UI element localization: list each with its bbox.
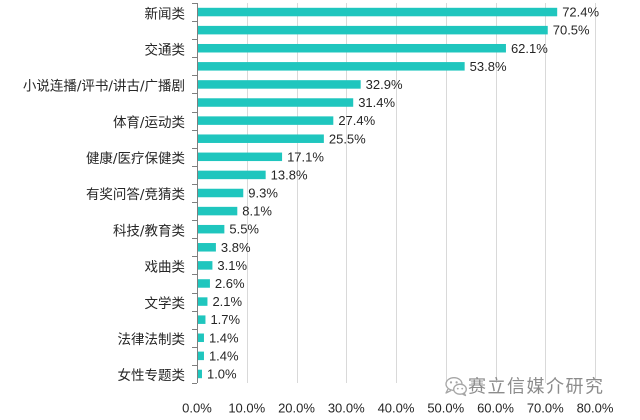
data-label: 3.8% xyxy=(221,240,251,255)
data-label: 3.1% xyxy=(217,258,247,273)
data-label: 27.4% xyxy=(338,113,375,128)
category-label: 戏曲类 xyxy=(145,260,186,276)
bar xyxy=(197,116,334,125)
bar xyxy=(197,62,465,71)
data-label: 62.1% xyxy=(511,41,548,56)
bar xyxy=(197,243,216,252)
data-label: 17.1% xyxy=(287,149,324,164)
x-tick-label: 20.0% xyxy=(278,401,315,416)
category-labels: 新闻类交通类小说连播/评书/讲古/广播剧体育/运动类健康/医疗保健类有奖问答/竞… xyxy=(23,6,185,384)
x-tick-label: 60.0% xyxy=(477,401,514,416)
category-label: 法律法制类 xyxy=(118,332,186,348)
x-tick-label: 80.0% xyxy=(577,401,614,416)
bar xyxy=(197,134,324,143)
bar xyxy=(197,206,238,216)
category-label: 体育/运动类 xyxy=(113,115,185,131)
bar xyxy=(197,98,354,107)
category-label: 文学类 xyxy=(145,296,186,312)
data-label: 2.6% xyxy=(215,276,245,291)
x-tick-label: 10.0% xyxy=(228,401,265,416)
data-label: 1.7% xyxy=(210,312,240,327)
data-label: 5.5% xyxy=(229,222,259,237)
data-label: 70.5% xyxy=(553,23,590,38)
bar xyxy=(197,333,204,343)
data-label: 32.9% xyxy=(366,77,403,92)
data-label: 31.4% xyxy=(358,95,395,110)
bar xyxy=(197,7,558,17)
watermark: 赛立信媒介研究 xyxy=(445,376,605,397)
bar xyxy=(197,261,213,270)
data-label: 1.4% xyxy=(209,330,239,345)
bar xyxy=(197,152,283,162)
data-label: 25.5% xyxy=(329,131,366,146)
bar xyxy=(197,43,506,53)
data-label: 53.8% xyxy=(470,59,507,74)
data-label: 13.8% xyxy=(271,167,308,182)
category-label: 小说连播/评书/讲古/广播剧 xyxy=(23,79,185,95)
bar xyxy=(197,351,204,361)
category-label: 有奖问答/竞猜类 xyxy=(86,186,185,203)
category-label: 女性专题类 xyxy=(118,367,186,384)
category-label: 健康/医疗保健类 xyxy=(86,150,185,167)
value-axis-labels: 0.0% 10.0% 20.0% 30.0% 40.0% 50.0% 60.0% 70.0% 8… xyxy=(182,401,614,416)
bar xyxy=(197,279,210,288)
data-label: 2.1% xyxy=(212,294,242,309)
x-tick-label: 50.0% xyxy=(427,401,464,416)
data-label: 72.4% xyxy=(562,5,599,20)
data-label: 8.1% xyxy=(242,204,272,219)
bar xyxy=(197,80,361,89)
x-tick-label: 70.0% xyxy=(527,401,564,416)
bar xyxy=(197,224,225,234)
category-axis xyxy=(192,3,198,384)
data-label: 9.3% xyxy=(248,186,278,201)
data-label: 1.0% xyxy=(207,367,237,382)
category-label: 新闻类 xyxy=(145,6,186,22)
bar xyxy=(197,369,202,379)
bar xyxy=(197,170,266,180)
category-label: 科技/教育类 xyxy=(113,223,185,239)
gridlines xyxy=(247,3,596,383)
data-labels: 72.4% 70.5% 62.1% 53.8% 32.9% 31.4% 27.4% 25.5%… xyxy=(207,5,600,382)
x-tick-label: 40.0% xyxy=(378,401,415,416)
category-label: 交通类 xyxy=(145,41,186,58)
wechat-icon xyxy=(445,377,467,397)
data-label: 1.4% xyxy=(209,348,239,363)
bar xyxy=(197,25,548,35)
watermark-text: 赛立信媒介研究 xyxy=(468,376,605,397)
bar xyxy=(197,188,244,198)
bar xyxy=(197,315,206,324)
bar xyxy=(197,297,208,306)
x-tick-label: 30.0% xyxy=(328,401,365,416)
x-tick-label: 0.0% xyxy=(182,401,212,416)
bars xyxy=(197,7,558,379)
